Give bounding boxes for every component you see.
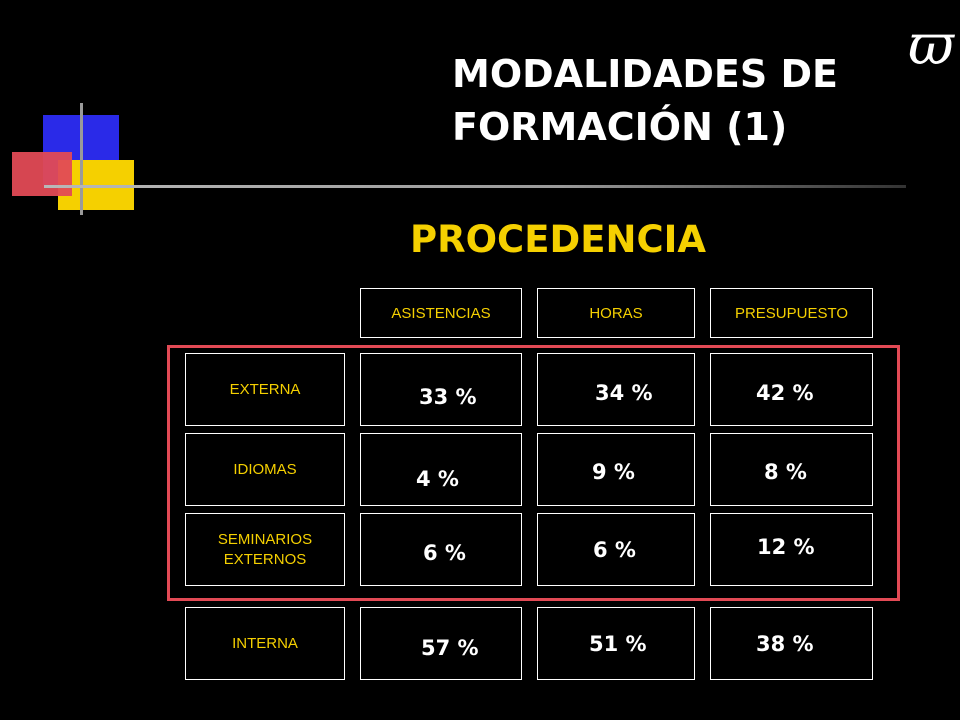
value-idiomas-asistencias: 4 % [416,467,459,491]
horizontal-rule [44,185,906,188]
row-label-text: IDIOMAS [233,460,297,478]
row-label-seminarios-externos: SEMINARIOS EXTERNOS [185,513,345,586]
red-square-decoration [12,152,72,196]
title-line-2: FORMACIÓN (1) [452,105,788,149]
header-presupuesto: PRESUPUESTO [710,288,873,338]
omega-logo-icon: ϖ [908,13,954,78]
cell-interna-asistencias [360,607,522,680]
cell-idiomas-presupuesto [710,433,873,506]
cell-idiomas-asistencias [360,433,522,506]
header-horas: HORAS [537,288,695,338]
cell-seminarios-presupuesto [710,513,873,586]
value-idiomas-presupuesto: 8 % [764,460,807,484]
vertical-rule [80,103,83,215]
cell-externa-horas [537,353,695,426]
value-interna-asistencias: 57 % [421,636,479,660]
value-seminarios-presupuesto: 12 % [757,535,815,559]
cell-externa-presupuesto [710,353,873,426]
value-seminarios-horas: 6 % [593,538,636,562]
row-label-idiomas: IDIOMAS [185,433,345,506]
value-externa-presupuesto: 42 % [756,381,814,405]
cell-seminarios-horas [537,513,695,586]
value-seminarios-asistencias: 6 % [423,541,466,565]
value-interna-horas: 51 % [589,632,647,656]
cell-idiomas-horas [537,433,695,506]
row-label-text: EXTERNA [229,380,301,398]
cell-interna-presupuesto [710,607,873,680]
value-idiomas-horas: 9 % [592,460,635,484]
title-line-1: MODALIDADES DE [452,52,838,96]
value-interna-presupuesto: 38 % [756,632,814,656]
row-label-text-line-1: SEMINARIOS [217,530,313,548]
header-asistencias: ASISTENCIAS [360,288,522,338]
row-label-externa: EXTERNA [185,353,345,426]
highlight-frame [167,345,900,601]
value-externa-asistencias: 33 % [419,385,477,409]
row-label-text: INTERNA [232,634,298,652]
slide-title: MODALIDADES DE FORMACIÓN (1) [452,48,838,154]
value-externa-horas: 34 % [595,381,653,405]
row-label-interna: INTERNA [185,607,345,680]
cell-externa-asistencias [360,353,522,426]
cell-interna-horas [537,607,695,680]
cell-seminarios-asistencias [360,513,522,586]
row-label-text-line-2: EXTERNOS [223,550,307,568]
slide-subtitle: PROCEDENCIA [410,218,706,261]
